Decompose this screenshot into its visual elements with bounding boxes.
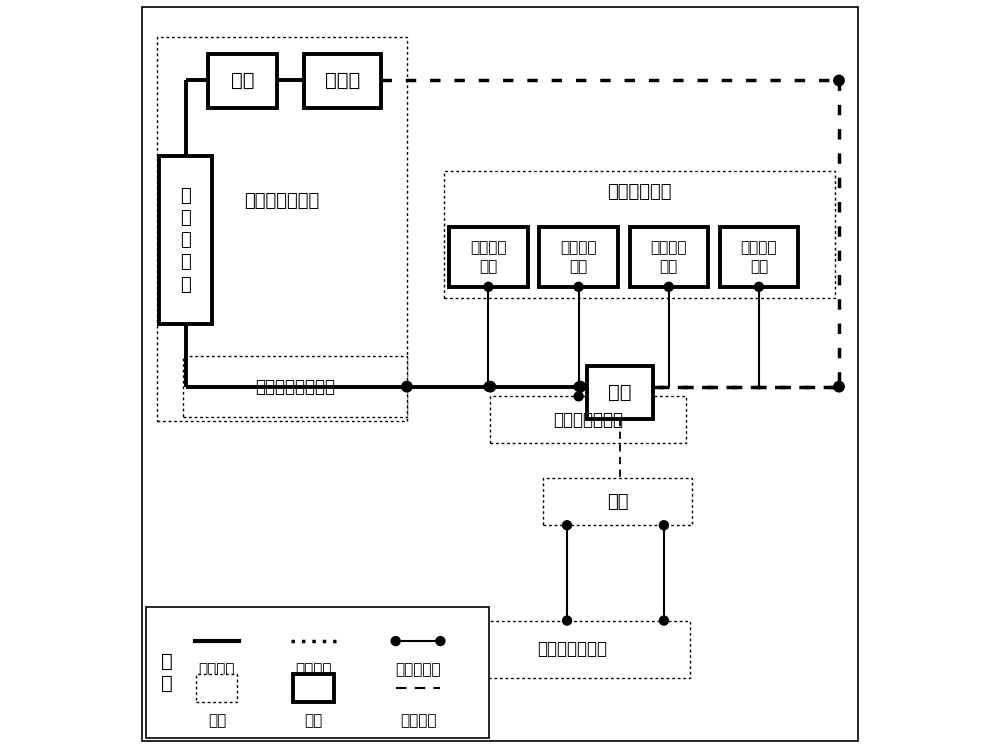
Circle shape — [574, 382, 583, 391]
Text: 入口温度
测里: 入口温度 测里 — [470, 240, 507, 274]
Text: 蓄水槽: 蓄水槽 — [325, 72, 360, 90]
Bar — [208, 54, 277, 108]
Text: 出流水路: 出流水路 — [199, 662, 235, 677]
Bar — [444, 171, 835, 298]
Text: 水泵: 水泵 — [231, 72, 254, 90]
Text: 入口水温控制模块: 入口水温控制模块 — [255, 378, 335, 396]
Bar — [159, 156, 212, 324]
Text: 传感器连接: 传感器连接 — [395, 662, 441, 677]
Circle shape — [834, 381, 844, 392]
Bar — [587, 366, 653, 419]
Circle shape — [574, 392, 583, 401]
Circle shape — [659, 616, 668, 625]
Text: 环境温度
测里: 环境温度 测里 — [741, 240, 777, 274]
Text: 流
量
控
制
器: 流 量 控 制 器 — [180, 187, 191, 294]
Text: 机架: 机架 — [607, 492, 628, 511]
Bar — [490, 396, 686, 443]
Bar — [293, 674, 334, 702]
Circle shape — [563, 521, 572, 530]
Bar — [157, 37, 407, 421]
Text: 模块: 模块 — [208, 713, 226, 728]
Circle shape — [563, 616, 572, 625]
Circle shape — [402, 381, 412, 392]
Circle shape — [391, 636, 400, 645]
Circle shape — [485, 381, 496, 392]
Bar — [304, 54, 381, 108]
Bar — [539, 227, 618, 287]
Text: 热载荷施加模块: 热载荷施加模块 — [553, 410, 623, 429]
Bar — [449, 227, 528, 287]
Text: 图
例: 图 例 — [161, 652, 173, 693]
Bar — [146, 607, 489, 738]
Text: 温度测量模块: 温度测量模块 — [607, 183, 672, 200]
Bar — [183, 356, 407, 417]
Text: 部件: 部件 — [305, 713, 323, 728]
Bar — [196, 674, 237, 702]
Bar — [455, 621, 690, 678]
Circle shape — [484, 382, 493, 391]
Circle shape — [484, 282, 493, 291]
Circle shape — [664, 282, 673, 291]
Circle shape — [575, 381, 586, 392]
Text: 热源温度
测里: 热源温度 测里 — [560, 240, 597, 274]
Bar — [720, 227, 798, 287]
Bar — [630, 227, 708, 287]
Text: 冷板: 冷板 — [608, 383, 632, 402]
Circle shape — [754, 282, 763, 291]
Circle shape — [834, 75, 844, 86]
Bar — [543, 478, 692, 525]
Text: 螺纹连接: 螺纹连接 — [400, 713, 436, 728]
Text: 压强差测量模块: 压强差测量模块 — [538, 640, 608, 659]
Circle shape — [574, 282, 583, 291]
Text: 回流水路: 回流水路 — [296, 662, 332, 677]
Circle shape — [436, 636, 445, 645]
Circle shape — [659, 521, 668, 530]
Text: 出口温度
测里: 出口温度 测里 — [650, 240, 687, 274]
Text: 冷却液供给模块: 冷却液供给模块 — [244, 192, 319, 210]
